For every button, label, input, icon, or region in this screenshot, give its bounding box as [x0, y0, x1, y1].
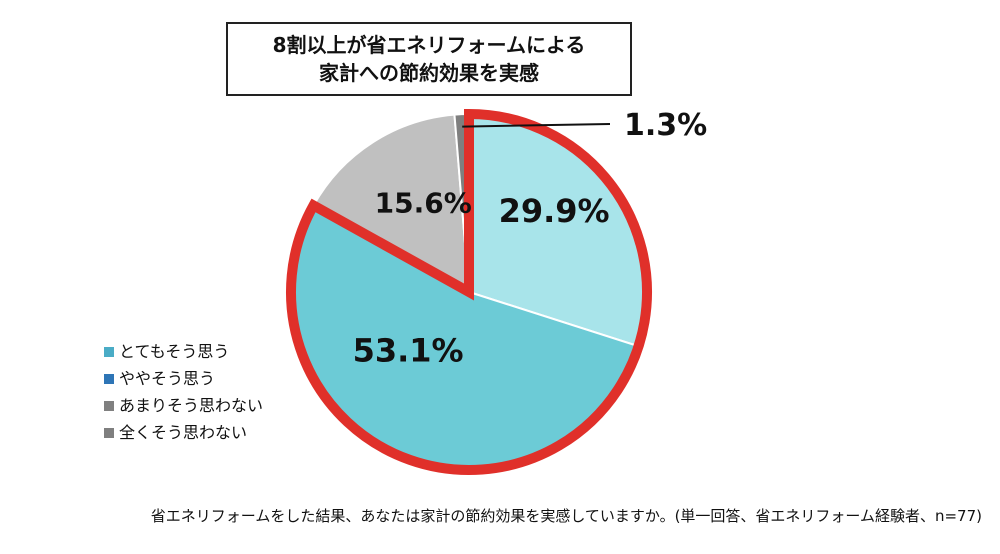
title-line-2: 家計への節約効果を実感: [319, 61, 539, 85]
legend-label: 全くそう思わない: [119, 423, 248, 442]
legend-label: ややそう思う: [119, 369, 216, 388]
legend-item: ややそう思う: [104, 365, 263, 392]
legend-label: あまりそう思わない: [119, 396, 264, 415]
legend-swatch: [104, 427, 114, 438]
legend-swatch: [104, 373, 114, 384]
data-labels: 29.9% 53.1% 15.6% 1.3%: [353, 108, 708, 369]
data-label: 29.9%: [499, 192, 610, 230]
legend-item: とてもそう思う: [104, 338, 263, 365]
legend-item: あまりそう思わない: [104, 392, 263, 419]
data-label: 15.6%: [375, 186, 472, 219]
data-label: 1.3%: [624, 108, 707, 143]
title-line-1: 8割以上が省エネリフォームによる: [272, 33, 586, 57]
legend-label: とてもそう思う: [119, 342, 230, 361]
legend-swatch: [104, 400, 114, 411]
legend-item: 全くそう思わない: [104, 419, 263, 446]
pie-slices: [290, 112, 648, 471]
highlight-outline: [286, 108, 652, 475]
chart-title: 8割以上が省エネリフォームによる 家計への節約効果を実感: [226, 22, 632, 96]
data-label: 53.1%: [353, 331, 464, 369]
survey-caption: 省エネリフォームをした結果、あなたは家計の節約効果を実感していますか。(単一回答…: [150, 507, 982, 525]
legend-swatch: [104, 346, 114, 357]
legend: とてもそう思う ややそう思う あまりそう思わない 全くそう思わない: [104, 338, 263, 446]
pie-slice: [312, 113, 471, 294]
leader-line: [462, 123, 611, 128]
